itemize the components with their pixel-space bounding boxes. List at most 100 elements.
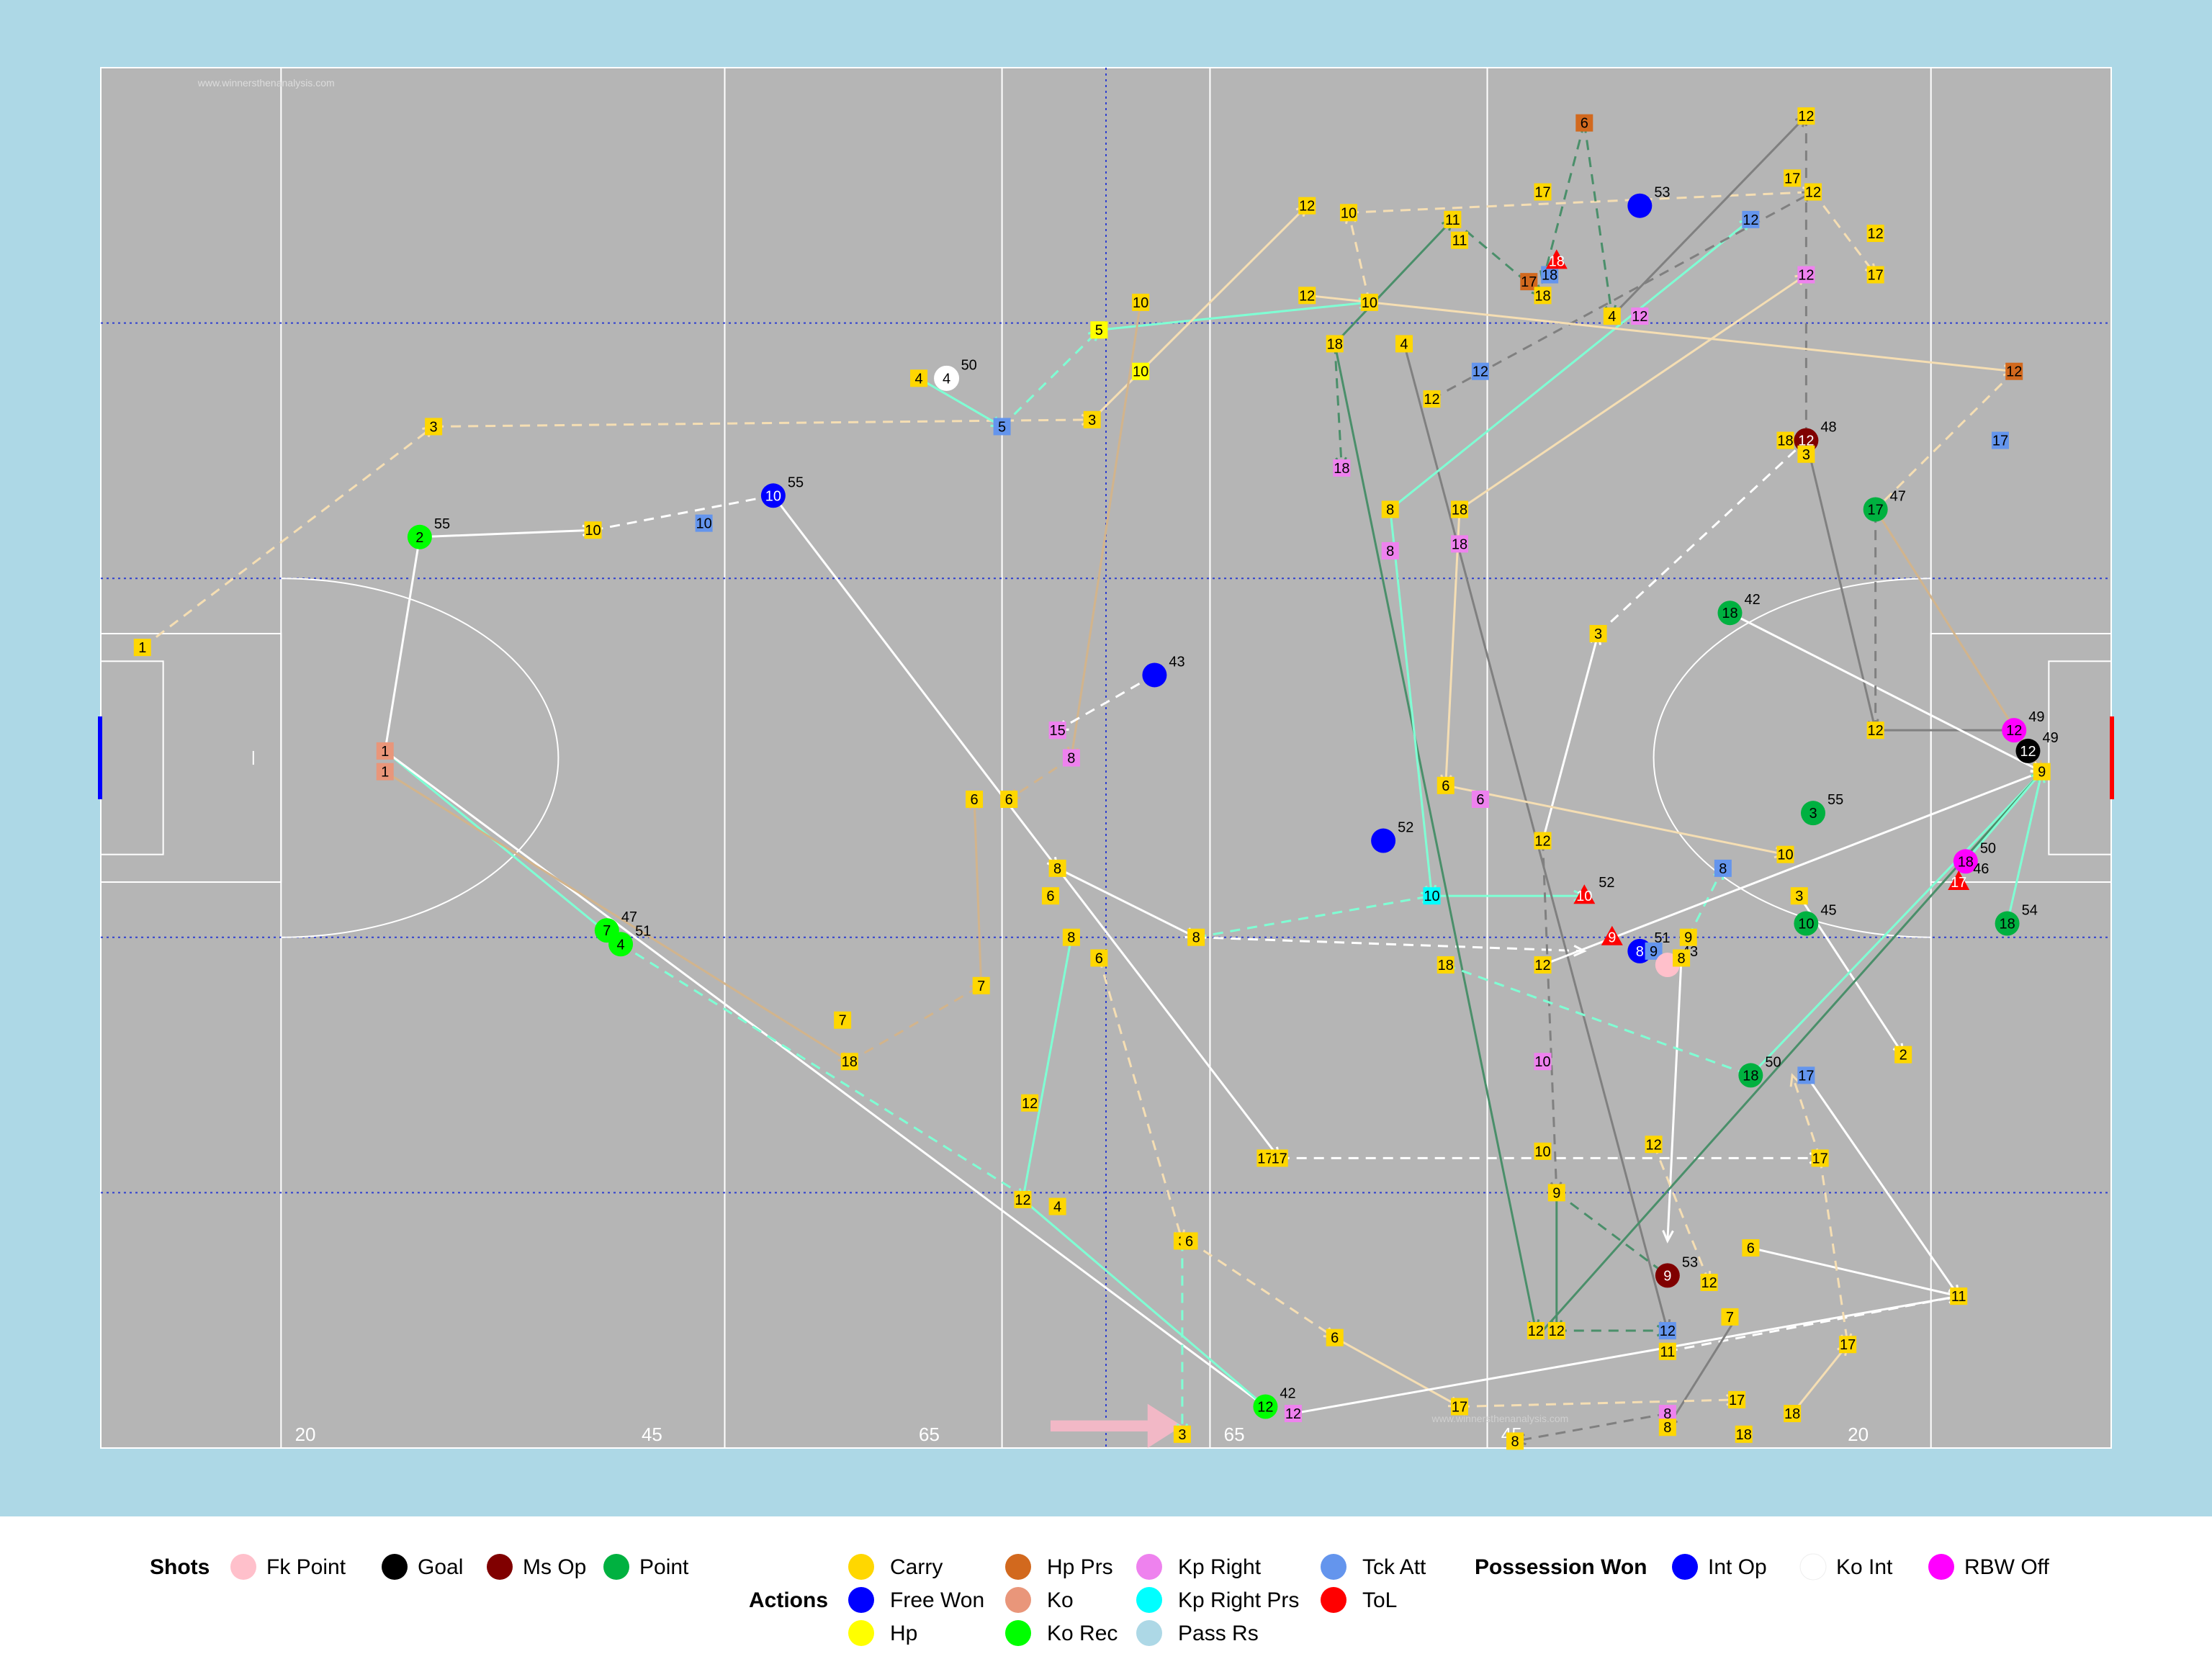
event-marker [1506,1432,1524,1450]
pitch: 204565654520www.winnersthenanalysis.comw… [98,67,2114,1449]
event-label: 18 [1958,854,1974,870]
event-marker [1534,287,1552,305]
event-marker [1575,114,1593,132]
legend-label: Kp Right Prs [1178,1588,1299,1612]
pass-line [1334,218,1454,345]
pass-line [419,529,593,539]
pass-line [1805,1074,1960,1297]
event-marker [1811,1149,1829,1167]
event-marker [1534,1142,1552,1160]
pass-line [1459,1398,1737,1408]
event-label: 10 [1362,295,1377,311]
event-label: 18 [1534,288,1550,304]
legend-swatch [848,1554,874,1580]
event-label: 8 [1067,751,1075,767]
event-time-label: 52 [1398,820,1413,836]
event-label: 10 [1798,917,1814,932]
event-marker [1776,845,1794,863]
pass-line [433,418,1092,428]
event-label: 6 [1581,116,1588,132]
event-label: 4 [1400,336,1408,352]
event-label: 12 [1473,364,1488,380]
event-time-label: 49 [2042,730,2058,746]
event-marker [1381,541,1399,559]
event-marker [1534,1053,1552,1071]
right-goal [2110,716,2114,800]
event-marker [425,418,443,436]
pass-line [1542,840,1558,1193]
event-marker [1950,1287,1968,1305]
event-time-label: 47 [1890,488,1906,504]
event-marker [1048,721,1066,739]
event-label: 9 [1663,1268,1671,1284]
event-marker [1601,925,1623,945]
pass-line [1008,757,1072,801]
event-marker [1437,956,1455,974]
event-time-label: 43 [1169,654,1184,670]
event-marker [1717,601,1743,626]
event-label: 12 [2006,723,2022,739]
event-time-label: 45 [1820,903,1836,919]
legend-swatch [1005,1620,1031,1646]
event-marker [1603,307,1621,325]
event-marker [972,976,990,994]
event-label: 3 [1802,447,1810,463]
legend-swatch [1928,1554,1954,1580]
event-label: 6 [1747,1241,1755,1256]
event-label: 3 [1088,413,1096,428]
event-time-label: 46 [1973,861,1989,877]
event-marker [1534,956,1552,974]
event-label: 5 [998,419,1006,435]
event-label: 12 [1299,199,1315,215]
legend-group-title: Shots [150,1555,210,1579]
pitch-distance-label: 20 [1848,1424,1869,1445]
event-marker [1784,1405,1802,1423]
legend-label: Int Op [1708,1555,1767,1579]
pass-line [1611,115,1807,318]
pass-line [1056,867,1197,939]
event-marker [1534,183,1552,201]
event-label: 6 [1005,792,1013,808]
pass-line [1307,294,2015,373]
event-time-label: 42 [1744,592,1760,608]
event-label: 4 [1053,1200,1061,1215]
event-label: 11 [1445,212,1460,228]
pitch-surface [100,67,2112,1449]
event-marker [1090,321,1108,339]
event-label: 12 [1660,1323,1676,1339]
event-marker [1041,887,1059,905]
event-label: 18 [1743,1068,1758,1084]
event-label: 12 [1534,958,1550,974]
event-marker [1371,828,1396,853]
legend-label: Ko Rec [1047,1622,1118,1645]
pass-line [1001,329,1100,428]
event-label: 6 [1331,1331,1339,1346]
event-label: 4 [617,937,625,953]
event-time-label: 49 [2028,709,2044,725]
event-marker [1381,500,1399,518]
event-marker [376,742,394,760]
event-label: 10 [1534,1054,1550,1070]
legend-swatch [848,1587,874,1613]
event-label: 18 [1438,958,1454,974]
event-marker [1679,928,1697,946]
event-label: 12 [1022,1096,1038,1112]
event-marker [1090,949,1108,967]
event-marker [1797,445,1815,463]
event-label: 17 [1798,1068,1814,1084]
pass-line [141,426,435,649]
legend-label: Carry [890,1555,943,1579]
pass-line [1444,509,1461,786]
event-label: 12 [2006,364,2022,380]
event-marker [1132,293,1150,311]
legend-swatch [1672,1554,1698,1580]
pass-line [1347,212,1371,303]
event-marker [1541,266,1559,284]
event-marker [1333,459,1351,477]
event-marker [1083,410,1101,428]
pass-line [1542,770,2043,966]
event-marker [1021,1094,1039,1112]
event-label: 6 [1095,950,1103,966]
event-label: 11 [1660,1344,1675,1360]
legend-swatch [487,1554,513,1580]
